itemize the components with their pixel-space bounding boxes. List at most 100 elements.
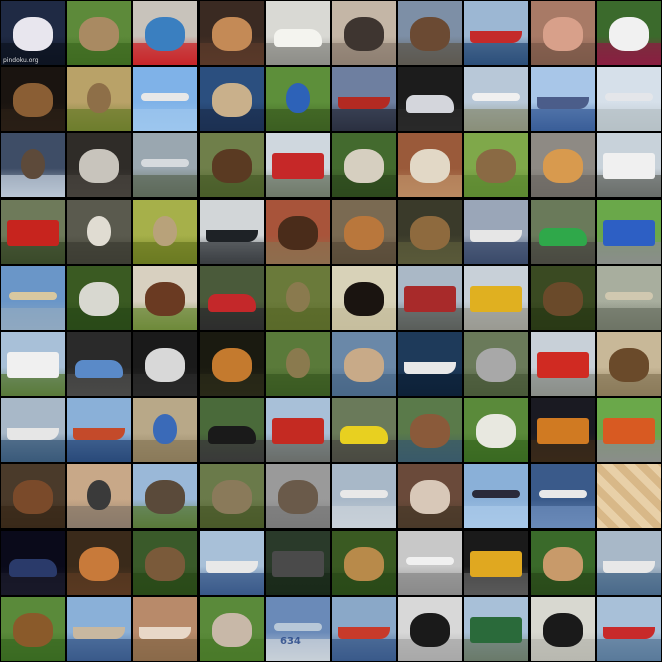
tile-ground: [1, 109, 65, 131]
tile-cat-image: [398, 597, 462, 661]
tile-ground: [67, 374, 131, 396]
ship-subject: [537, 97, 589, 109]
tile-ship-image: [133, 597, 197, 661]
ship-subject: [603, 627, 655, 639]
bird-subject: [286, 282, 310, 312]
dog-subject: [145, 17, 185, 51]
tile-ground: [266, 374, 330, 396]
cat-subject: [212, 613, 252, 647]
horse-subject: [278, 216, 318, 250]
tile-bird-image: [67, 464, 131, 528]
tile-airplane-image: [464, 464, 528, 528]
tile-ground: [266, 242, 330, 264]
tile-ground: [531, 440, 595, 462]
tile-automobile-image: [332, 398, 396, 462]
tile-ground: [1, 242, 65, 264]
bird-subject: [87, 480, 111, 510]
dog-subject: [79, 282, 119, 316]
tile-ground: [332, 639, 396, 661]
tile-ground: [1, 573, 65, 595]
truck-subject: [272, 551, 324, 577]
tile-ground: [398, 374, 462, 396]
tile-ground: [133, 573, 197, 595]
tile-ground: [398, 506, 462, 528]
tile-ground: [266, 109, 330, 131]
cat-subject: [410, 480, 450, 514]
tile-ground: [67, 440, 131, 462]
monkey-subject: [344, 547, 384, 581]
tile-airplane-image: [464, 67, 528, 131]
tile-automobile-image: [67, 332, 131, 396]
tile-dog-image: [133, 1, 197, 65]
dog-subject: [543, 149, 583, 183]
tile-ground: [398, 573, 462, 595]
tile-ground: [597, 639, 661, 661]
tile-ship-image: [597, 531, 661, 595]
tile-ground: [332, 109, 396, 131]
tile-ship-image: [67, 597, 131, 661]
tile-ground: [464, 639, 528, 661]
airplane-subject: [539, 490, 587, 498]
automobile-subject: [274, 29, 322, 47]
tile-bird-image: [67, 67, 131, 131]
horse-subject: [13, 480, 53, 514]
tile-ground: [398, 242, 462, 264]
tile-ship-image: [464, 200, 528, 264]
tile-ground: [200, 242, 264, 264]
tile-airplane-image: [597, 67, 661, 131]
tile-ground: [133, 374, 197, 396]
tile-ground: [266, 506, 330, 528]
tile-ground: [332, 242, 396, 264]
ship-subject: [7, 428, 59, 440]
tile-ground: [597, 374, 661, 396]
truck-subject: [470, 617, 522, 643]
ship-subject: [206, 230, 258, 242]
tile-truck-image: [398, 266, 462, 330]
tile-cat-image: [332, 332, 396, 396]
tile-truck-image: [464, 597, 528, 661]
tile-ground: [597, 242, 661, 264]
automobile-subject: [75, 360, 123, 378]
tile-ground: [464, 573, 528, 595]
tile-ground: [464, 109, 528, 131]
horse-subject: [145, 282, 185, 316]
tile-cat-image: [200, 597, 264, 661]
tile-deer-image: [597, 332, 661, 396]
tile-ship-image: [597, 597, 661, 661]
tile-ground: [531, 573, 595, 595]
tile-deer-image: [398, 1, 462, 65]
tile-automobile-image: [1, 531, 65, 595]
tile-ground: [133, 506, 197, 528]
tile-ground: [464, 440, 528, 462]
tile-truck-image: [597, 398, 661, 462]
tile-bird-image: [1, 133, 65, 197]
tile-ground: [332, 440, 396, 462]
truck-subject: [603, 220, 655, 246]
tile-dog-image: [200, 67, 264, 131]
cat-subject: [543, 17, 583, 51]
tile-ground: [200, 109, 264, 131]
dog-subject: [212, 83, 252, 117]
automobile-subject: [208, 426, 256, 444]
tile-ground: [133, 639, 197, 661]
tile-horse-image: [266, 200, 330, 264]
deer-subject: [145, 547, 185, 581]
tile-ground: [67, 242, 131, 264]
ship-subject: [470, 230, 522, 242]
bird-subject: [286, 348, 310, 378]
cat-subject: [344, 17, 384, 51]
tile-ship-image: [464, 1, 528, 65]
tile-truck-image: [531, 332, 595, 396]
bird-subject: [153, 216, 177, 246]
tile-horse-image: [332, 266, 396, 330]
tile-horse-image: [398, 398, 462, 462]
ship-subject: [139, 627, 191, 639]
tile-deer-image: [597, 464, 661, 528]
cat-subject: [410, 613, 450, 647]
ship-subject: [73, 428, 125, 440]
tile-horse-image: [464, 398, 528, 462]
tile-ground: [67, 175, 131, 197]
tile-ground: [597, 440, 661, 462]
tile-airplane-image: [332, 464, 396, 528]
tile-monkey-image: [398, 133, 462, 197]
